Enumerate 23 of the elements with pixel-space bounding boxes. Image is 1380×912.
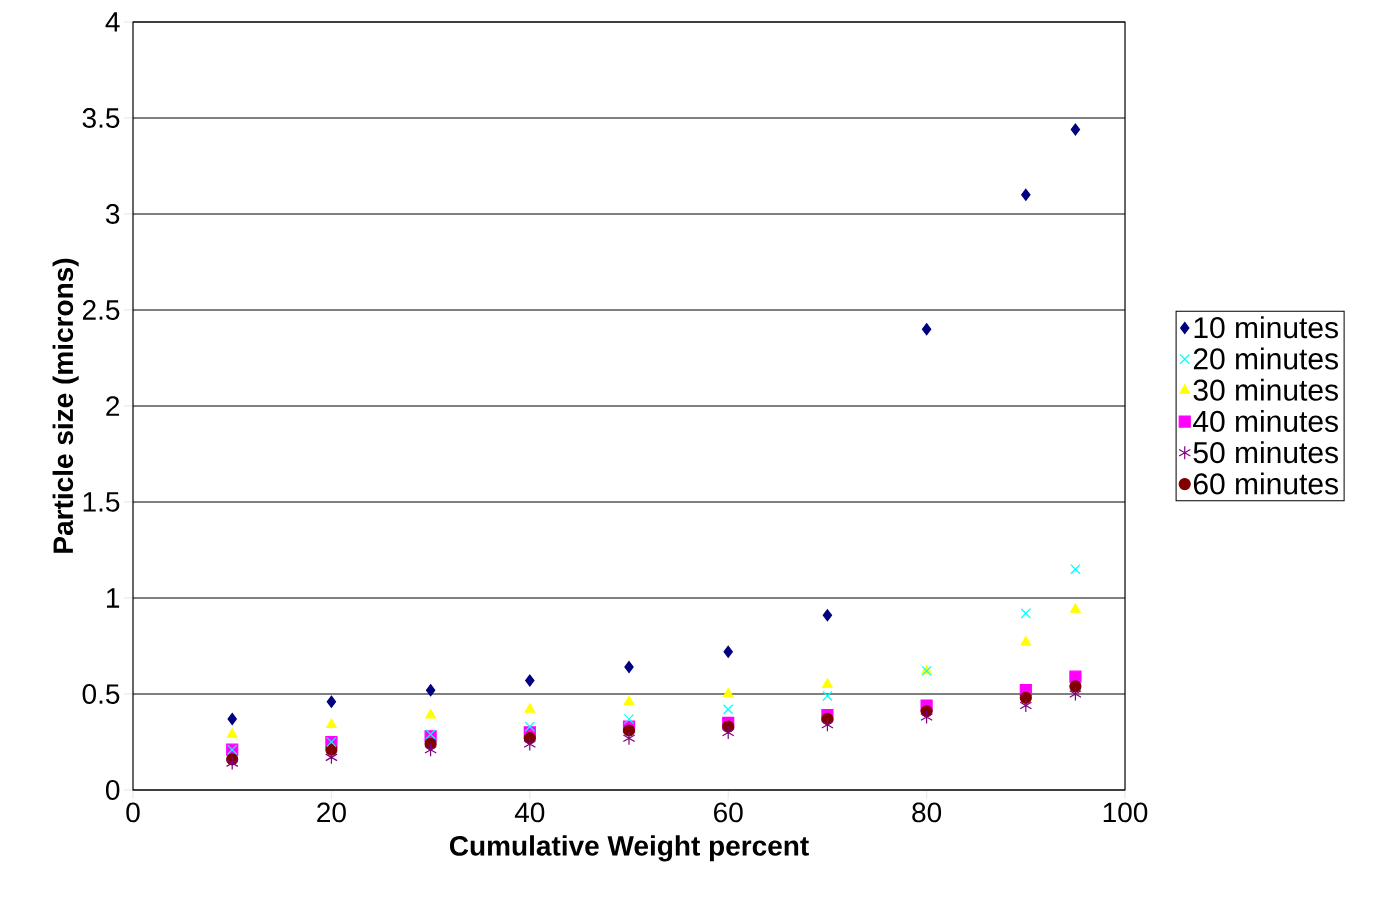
legend-label: 10 minutes	[1194, 316, 1338, 339]
x-tick-label: 40	[514, 802, 545, 823]
y-tick-label: 1	[107, 588, 120, 608]
x-tick-label: 100	[1103, 802, 1148, 823]
x-tick-label: 20	[317, 802, 346, 823]
legend-label: 30 minutes	[1193, 378, 1338, 401]
legend-label: 60 minutes	[1193, 472, 1338, 495]
legend-label: 20 minutes	[1193, 347, 1338, 370]
y-tick-label: 3.5	[82, 108, 120, 128]
y-tick-label: 0.5	[82, 684, 120, 704]
y-tick-label: 0	[105, 780, 120, 800]
y-tick-label: 3	[105, 204, 120, 224]
y-tick-label: 4	[105, 12, 120, 32]
y-tick-label: 2	[106, 396, 120, 416]
legend-label: 40 minutes	[1193, 409, 1338, 433]
legend-label: 50 minutes	[1193, 441, 1338, 464]
y-tick-label: 2.5	[82, 300, 120, 320]
x-tick-label: 60	[714, 802, 743, 823]
x-axis-title: Cumulative Weight percent	[449, 835, 809, 862]
x-tick-label: 80	[912, 802, 942, 823]
y-tick-label: 1.5	[83, 492, 120, 512]
y-axis-title: Particle size (microns)	[52, 258, 79, 553]
x-tick-label: 0	[126, 802, 140, 823]
